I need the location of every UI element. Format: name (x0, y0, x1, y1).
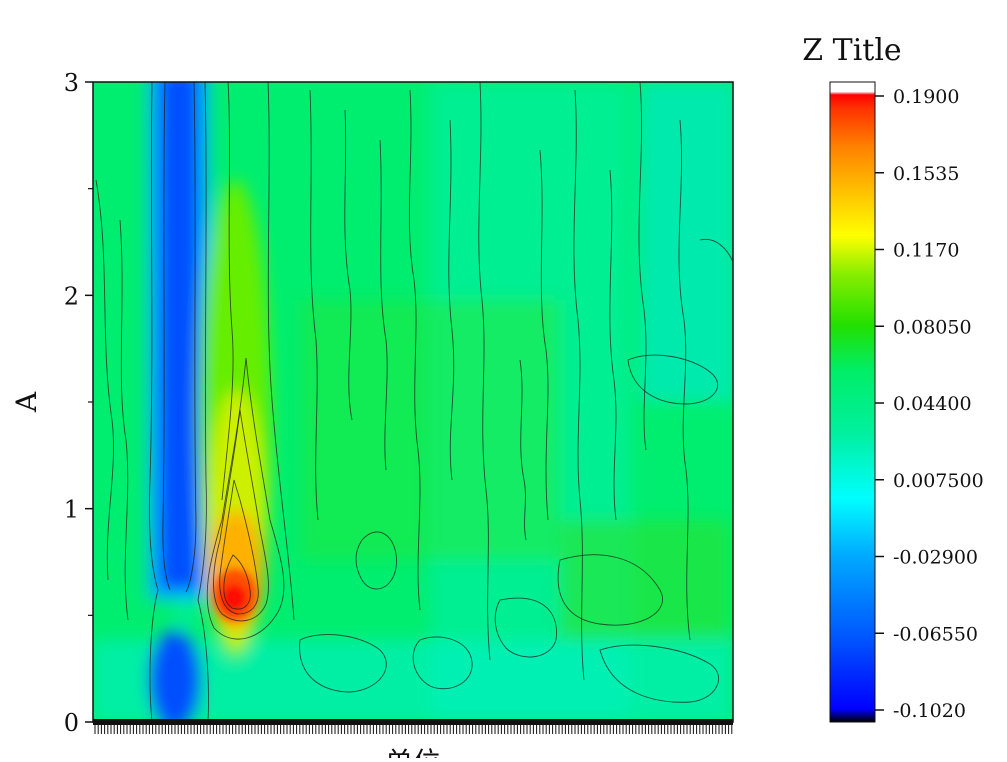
y-tick-label: 3 (64, 69, 79, 97)
contour-line (539, 149, 549, 521)
contour-line (699, 238, 733, 263)
axes: 0 1 2 3 (64, 69, 734, 737)
contour-line (149, 82, 159, 722)
contour-line (213, 409, 269, 622)
colorbar-tick-label: 0.04400 (893, 393, 972, 415)
contour-line (408, 89, 421, 611)
contour-line (221, 82, 234, 501)
contour-line (185, 82, 197, 593)
colorbar-tick-label: -0.1020 (893, 700, 966, 722)
contour-line (95, 179, 114, 581)
blue-band-bottom (149, 630, 201, 722)
contour-line (379, 139, 388, 471)
contour-line (494, 597, 557, 658)
x-axis-baseline (93, 719, 733, 725)
contour-line (162, 82, 171, 591)
contour-line (355, 531, 397, 590)
contour-line (119, 219, 129, 621)
colorbar-title: Z Title (802, 33, 901, 68)
contour-line (638, 82, 647, 451)
blue-band-core (158, 82, 200, 590)
hot-spot-core (221, 584, 247, 612)
contour-line (223, 554, 251, 610)
contour-line (573, 89, 585, 681)
x-ticks (94, 722, 733, 734)
y-axis-label: A (10, 391, 43, 413)
contour-line (448, 119, 455, 481)
x-axis-label: 单位 (385, 746, 441, 758)
green-region (300, 300, 560, 560)
colorbar-tick-label: 0.08050 (893, 316, 972, 338)
y-tick-label: 2 (64, 282, 79, 310)
contour-line (412, 636, 473, 690)
blue-band-gap (173, 599, 197, 631)
colorbar-scale (829, 81, 876, 723)
colorbar-tick-label: -0.06550 (893, 623, 978, 645)
colorbar-tick-label: 0.007500 (893, 470, 984, 492)
colorbar: 0.1900 0.1535 0.1170 0.08050 0.04400 0.007500… (802, 33, 984, 723)
contour-line (478, 82, 491, 661)
heatmap-area (93, 82, 733, 722)
contour-line (599, 644, 720, 703)
colorbar-tick-label: 0.1900 (893, 86, 959, 108)
contour-lines (95, 82, 733, 722)
colorbar-tick-label: 0.1535 (893, 163, 959, 185)
contour-line (206, 357, 285, 640)
contour-line (309, 89, 319, 521)
contour-line (557, 554, 663, 626)
contour-line (519, 359, 527, 541)
colorbar-tick-label: -0.02900 (893, 547, 978, 569)
contour-line (267, 82, 295, 621)
contour-line (678, 119, 691, 641)
contour-line (299, 634, 387, 693)
contour-line (609, 169, 617, 521)
contour-line (344, 109, 353, 421)
green-region-lower (560, 520, 730, 640)
y-tick-label: 1 (64, 496, 79, 524)
contour-line (197, 82, 209, 722)
contour-line (219, 479, 259, 615)
colorbar-tick-label: 0.1170 (893, 240, 959, 262)
cyan-region-right (640, 82, 733, 402)
contour-line (627, 354, 719, 405)
colorbar-ticks: 0.1900 0.1535 0.1170 0.08050 0.04400 0.007500… (875, 86, 984, 722)
y-tick-label: 0 (64, 709, 79, 737)
